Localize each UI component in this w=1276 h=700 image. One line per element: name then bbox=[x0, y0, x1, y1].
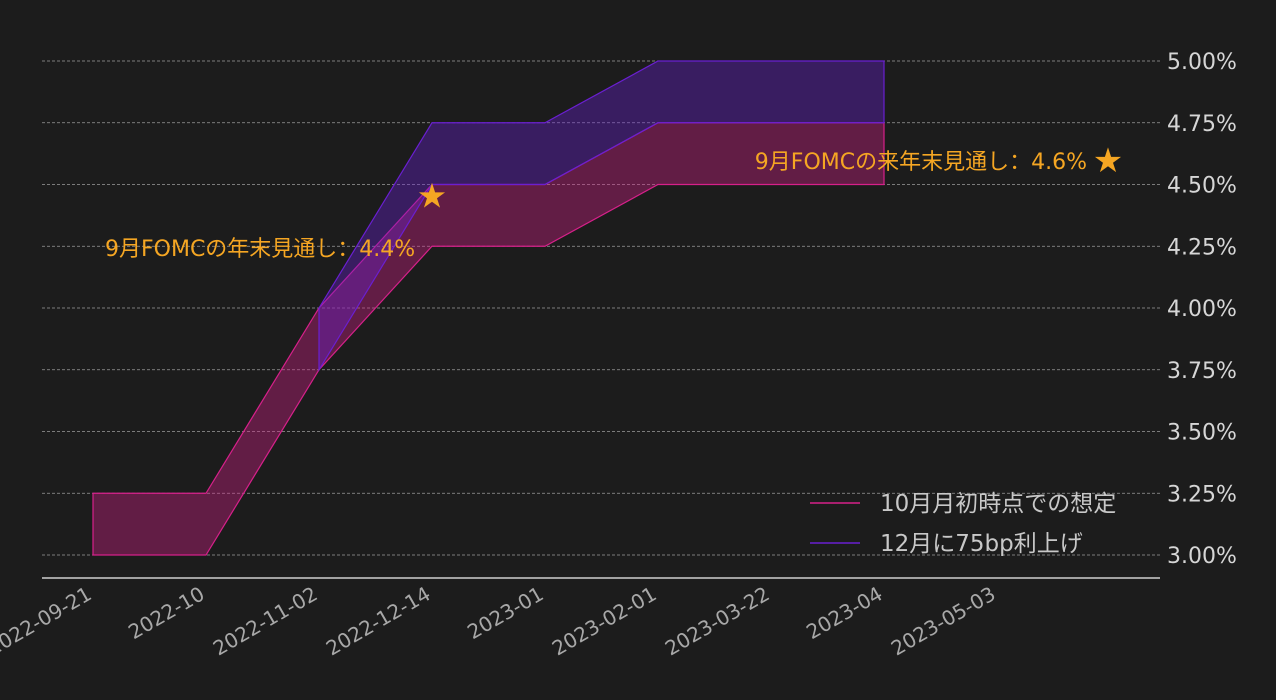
x-tick-label: 2023-05-03 bbox=[887, 582, 1000, 661]
x-tick-label: 2023-04 bbox=[802, 582, 886, 645]
y-tick-label: 3.25% bbox=[1167, 482, 1237, 507]
x-tick-label: 2022-11-02 bbox=[209, 582, 322, 661]
series-bands bbox=[92, 60, 885, 556]
annotation-label: 9月FOMCの年末見通し：4.4% bbox=[105, 237, 415, 262]
x-tick-label: 2022-09-21 bbox=[0, 582, 96, 661]
annotations: ★9月FOMCの年末見通し：4.4%★9月FOMCの来年末見通し：4.6% bbox=[105, 141, 1123, 262]
y-tick-label: 4.25% bbox=[1167, 235, 1237, 260]
x-tick-labels: 2022-09-21 2022-10 2022-11-02 2022-12-14 202… bbox=[0, 582, 1000, 661]
y-tick-label: 4.75% bbox=[1167, 112, 1237, 137]
x-tick-label: 2023-03-22 bbox=[661, 582, 774, 661]
x-tick-label: 2022-10 bbox=[124, 582, 208, 645]
y-tick-label: 3.50% bbox=[1167, 421, 1237, 446]
y-tick-label: 4.50% bbox=[1167, 174, 1237, 199]
y-tick-label: 5.00% bbox=[1167, 50, 1237, 75]
legend-label: 12月に75bp利上げ bbox=[880, 531, 1083, 557]
grid-lines bbox=[42, 60, 1160, 556]
annotation-star-marker: ★ bbox=[1093, 141, 1123, 181]
series-band-1 bbox=[318, 60, 885, 372]
series-band-0 bbox=[92, 122, 885, 556]
annotation-label: 9月FOMCの来年末見通し：4.6% bbox=[755, 150, 1087, 175]
x-tick-label: 2023-01 bbox=[463, 582, 547, 645]
annotation-star-marker: ★ bbox=[417, 177, 447, 217]
y-tick-label: 4.00% bbox=[1167, 297, 1237, 322]
x-tick-label: 2023-02-01 bbox=[548, 582, 661, 661]
legend-label: 10月月初時点での想定 bbox=[880, 491, 1116, 517]
y-tick-label: 3.75% bbox=[1167, 359, 1237, 384]
y-tick-labels: 3.00% 3.25% 3.50% 3.75% 4.00% 4.25% 4.50% 4.75%… bbox=[1167, 50, 1237, 569]
legend: 10月月初時点での想定 12月に75bp利上げ bbox=[810, 491, 1116, 557]
x-tick-label: 2022-12-14 bbox=[322, 582, 435, 661]
y-tick-label: 3.00% bbox=[1167, 544, 1237, 569]
